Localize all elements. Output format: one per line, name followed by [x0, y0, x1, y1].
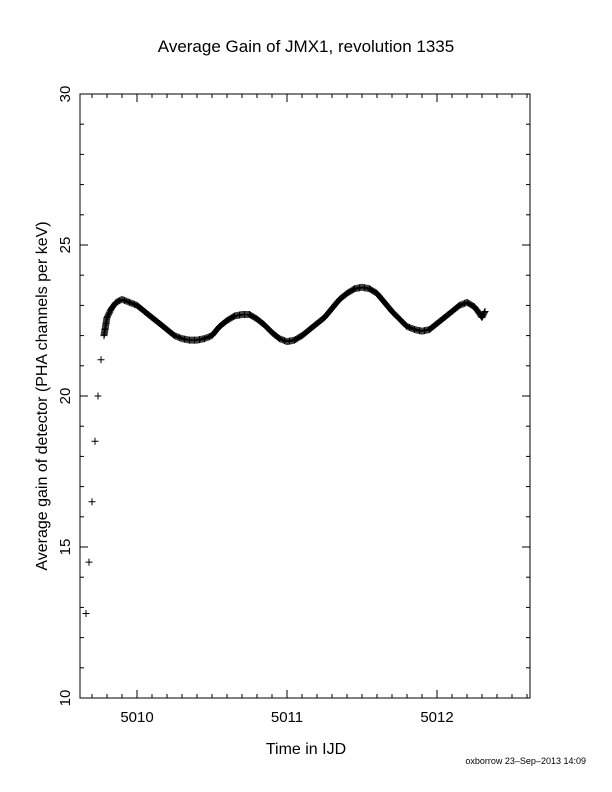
axis-ticks — [80, 93, 530, 699]
x-tick-label: 5010 — [120, 709, 153, 726]
data-point-dense — [123, 297, 131, 305]
data-point-dense — [176, 334, 183, 342]
data-point — [82, 609, 90, 617]
data-points — [82, 283, 489, 617]
y-tick-label: 15 — [57, 539, 74, 556]
data-point — [94, 392, 102, 400]
data-point — [85, 558, 93, 566]
data-point — [97, 356, 105, 364]
x-tick-label: 5011 — [271, 709, 303, 726]
y-tick-label: 25 — [57, 237, 74, 254]
tick-labels: 10 15 20 25 30 5010 5011 5012 — [57, 86, 454, 726]
y-tick-label: 30 — [57, 86, 74, 103]
x-tick-label: 5012 — [420, 709, 453, 726]
data-point-dense — [408, 325, 416, 333]
data-point-dense — [281, 337, 288, 345]
data-point — [91, 437, 99, 445]
plot-frame — [79, 93, 531, 699]
x-axis-label: Time in IJD — [266, 741, 346, 758]
data-point-dense — [480, 310, 488, 318]
data-point-dense — [131, 300, 138, 308]
y-tick-label: 20 — [57, 388, 74, 405]
data-point-dense — [228, 313, 236, 321]
footer-credit: oxborrow 23–Sep–2013 14:09 — [465, 756, 586, 766]
y-axis-label: Average gain of detector (PHA channels p… — [34, 221, 51, 570]
data-point-dense — [348, 286, 356, 294]
data-point — [88, 498, 96, 506]
chart-title: Average Gain of JMX1, revolution 1335 — [158, 37, 454, 56]
data-point-dense — [480, 309, 488, 317]
y-tick-label: 10 — [57, 690, 74, 707]
